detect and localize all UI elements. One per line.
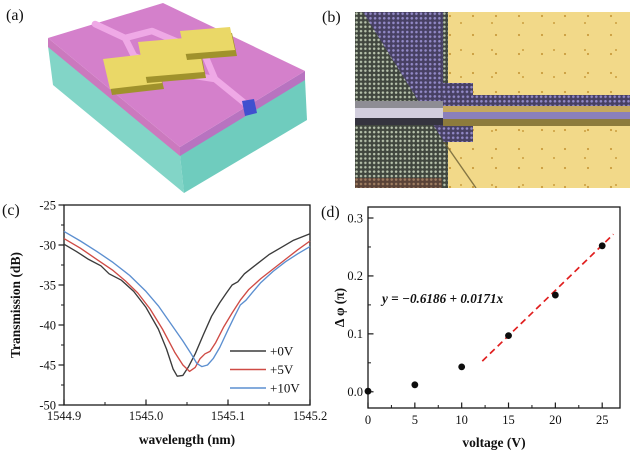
series-line-+10V: [63, 230, 311, 368]
data-point: [458, 363, 466, 371]
x-tick-label: 15: [502, 413, 515, 427]
series-line-+0V: [63, 233, 311, 377]
x-tick-label: 1544.9: [47, 409, 81, 423]
fit-line: [481, 233, 615, 362]
legend-label-+5V: +5V: [270, 362, 294, 377]
x-tick-label: 20: [549, 413, 562, 427]
legend-label-+10V: +10V: [270, 381, 300, 396]
panel-label-d: (d): [321, 204, 340, 221]
series-line-+5V: [63, 238, 311, 373]
x-axis-title: wavelength (nm): [139, 432, 235, 447]
x-tick-label: 1545.0: [129, 409, 163, 423]
electrode-right-top: [180, 27, 235, 54]
schematic-3d: [48, 3, 307, 193]
y-tick-label: 0.0: [347, 385, 363, 399]
stripe-tan: [443, 106, 630, 112]
y-tick-label: -50: [39, 398, 56, 412]
output-facet: [242, 99, 257, 116]
micrograph-photo: [355, 12, 630, 188]
plot-frame: [367, 206, 621, 409]
y-tick-label: 0.3: [347, 211, 363, 225]
plot-area: 0.0 0.1 0.2 0.3 0 5 10 15 20 25 voltage (V) Δ φ (π)…: [332, 206, 621, 450]
y-tick-label: -45: [39, 358, 56, 372]
stripe-olive: [443, 119, 630, 126]
y-axis-title: Transmission (dB): [8, 252, 23, 358]
data-point: [551, 291, 559, 299]
cleave-line-overlay: [443, 141, 477, 188]
y-tick-label: -35: [39, 278, 56, 292]
panel-label-b: (b): [322, 9, 341, 26]
stripe-dark: [355, 118, 443, 125]
x-tick-label: 10: [455, 413, 468, 427]
y-tick-label: 0.2: [347, 269, 363, 283]
x-tick-label: 1545.1: [211, 409, 245, 423]
legend-label-+0V: +0V: [270, 344, 294, 359]
y-tick-label: -40: [39, 318, 56, 332]
data-point: [598, 242, 606, 250]
data-point: [505, 332, 512, 339]
panel-label-c: (c): [2, 202, 20, 219]
x-tick-label: 25: [596, 413, 609, 427]
substrate-right-face: [180, 79, 307, 193]
slab-edge-right: [180, 71, 305, 156]
purple-grating-band: [443, 95, 630, 106]
panel-label-a: (a): [6, 7, 24, 24]
brown-patch: [355, 178, 442, 188]
waveguide-stripe-right: [443, 112, 630, 119]
y-axis-title: Δ φ (π): [332, 288, 347, 327]
y-tick-label: -30: [39, 238, 56, 252]
y-tick-label: -25: [39, 198, 56, 212]
waveguide-stripe-left: [355, 108, 443, 118]
x-tick-label: 1545.2: [293, 409, 327, 423]
y-tick-label: 0.1: [347, 327, 363, 341]
x-axis-title: voltage (V): [462, 435, 525, 450]
x-tick-label: 5: [412, 413, 418, 427]
data-point: [364, 387, 372, 395]
phase-chart: 0.0 0.1 0.2 0.3 0 5 10 15 20 25 voltage (V) Δ φ (π)…: [332, 206, 621, 450]
x-tick-label: 0: [365, 413, 371, 427]
data-point: [411, 381, 419, 389]
stripe-gray: [355, 101, 443, 108]
fit-equation: y = −0.6186 + 0.0171x: [380, 291, 504, 306]
substrate-left-face: [48, 46, 184, 193]
slab-edge-left: [48, 38, 180, 156]
cleave-line: [443, 141, 477, 188]
